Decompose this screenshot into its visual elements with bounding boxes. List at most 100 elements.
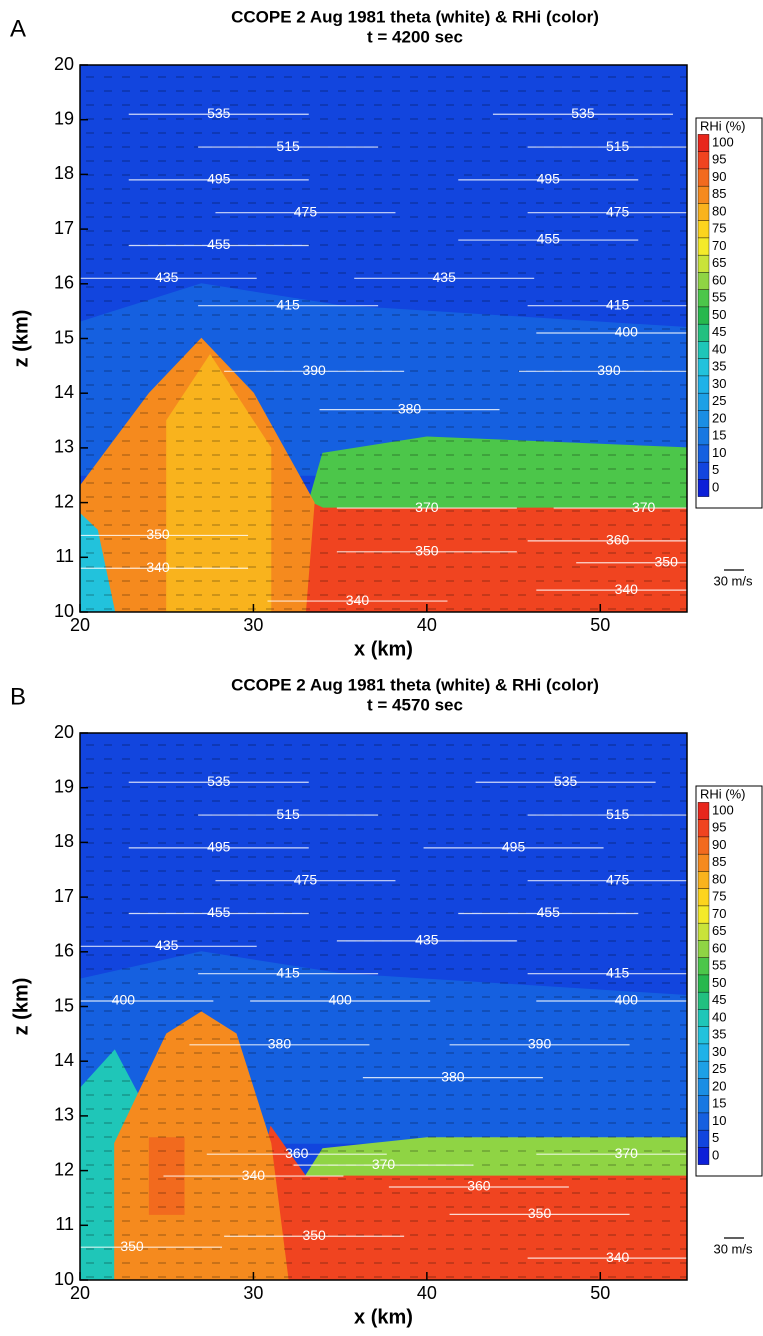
colorbar-swatch <box>697 836 710 855</box>
colorbar-swatch <box>697 1043 710 1062</box>
colorbar-label: 40 <box>712 1009 726 1024</box>
x-tick-label: 30 <box>243 615 263 635</box>
panel: A CCOPE 2 Aug 1981 theta (white) & RHi (c… <box>10 7 763 660</box>
colorbar-label: 80 <box>712 871 726 886</box>
colorbar-label: 35 <box>712 359 726 374</box>
theta-label: 495 <box>537 171 561 187</box>
colorbar-swatch <box>697 392 710 411</box>
y-tick-label: 20 <box>54 722 74 742</box>
colorbar-swatch <box>697 819 710 838</box>
colorbar-swatch <box>697 151 710 170</box>
colorbar-swatch <box>697 991 710 1010</box>
panel-label: A <box>10 15 26 42</box>
chart-title: CCOPE 2 Aug 1981 theta (white) & RHi (co… <box>231 7 599 26</box>
colorbar-swatch <box>697 957 710 976</box>
theta-label: 350 <box>120 1238 144 1254</box>
theta-label: 400 <box>112 992 136 1008</box>
colorbar-swatch <box>697 358 710 377</box>
theta-label: 350 <box>655 553 679 569</box>
theta-label: 400 <box>328 992 352 1008</box>
y-tick-label: 11 <box>55 1214 74 1234</box>
colorbar-swatch <box>697 323 710 342</box>
colorbar-swatch <box>697 1026 710 1045</box>
colorbar-label: 75 <box>712 221 726 236</box>
theta-label: 515 <box>606 806 630 822</box>
colorbar-swatch <box>697 168 710 187</box>
colorbar-swatch <box>697 802 710 820</box>
colorbar-title: RHi (%) <box>700 786 746 801</box>
theta-label: 400 <box>615 992 639 1008</box>
colorbar-label: 30 <box>712 376 726 391</box>
colorbar-label: 5 <box>712 1130 719 1145</box>
colorbar-label: 15 <box>712 1096 726 1111</box>
theta-label: 390 <box>302 362 326 378</box>
colorbar-swatch <box>697 220 710 239</box>
colorbar-swatch <box>697 940 710 958</box>
colorbar-label: 65 <box>712 923 726 938</box>
theta-label: 370 <box>615 1145 639 1161</box>
x-tick-label: 50 <box>590 1283 610 1303</box>
colorbar-label: 95 <box>712 820 726 835</box>
colorbar-label: 50 <box>712 975 726 990</box>
theta-label: 515 <box>276 806 300 822</box>
colorbar-swatch <box>697 461 710 480</box>
colorbar-swatch <box>697 203 710 221</box>
theta-label: 455 <box>537 904 561 920</box>
colorbar-swatch <box>697 974 710 993</box>
theta-label: 535 <box>554 773 578 789</box>
theta-label: 415 <box>606 964 630 980</box>
x-tick-label: 40 <box>417 1283 437 1303</box>
colorbar-swatch <box>697 1129 710 1148</box>
theta-label: 415 <box>276 296 300 312</box>
colorbar-label: 15 <box>712 428 726 443</box>
panel-label: B <box>10 683 26 710</box>
colorbar-swatch <box>697 905 710 924</box>
theta-label: 495 <box>502 839 526 855</box>
y-tick-label: 16 <box>54 941 74 961</box>
y-tick-label: 10 <box>54 1269 74 1289</box>
colorbar-swatch <box>697 1009 710 1027</box>
theta-label: 455 <box>207 236 231 252</box>
colorbar-label: 10 <box>712 445 726 460</box>
colorbar-label: 90 <box>712 169 726 184</box>
y-tick-label: 17 <box>54 218 74 238</box>
theta-label: 390 <box>597 362 621 378</box>
colorbar-swatch <box>697 341 710 359</box>
rhi-field: 535 515 495 475 455 435 415 390 380 535 515 495 475 4… <box>80 65 687 612</box>
colorbar-label: 100 <box>712 134 734 149</box>
y-tick-label: 18 <box>54 831 74 851</box>
theta-label: 455 <box>207 904 231 920</box>
theta-label: 380 <box>441 1068 465 1084</box>
theta-label: 340 <box>146 559 170 575</box>
theta-label: 535 <box>571 105 595 121</box>
rhi-region <box>80 512 116 612</box>
colorbar-swatch <box>697 289 710 308</box>
colorbar-title: RHi (%) <box>700 118 746 133</box>
y-tick-label: 16 <box>54 273 74 293</box>
colorbar-label: 90 <box>712 837 726 852</box>
colorbar-label: 50 <box>712 307 726 322</box>
colorbar-swatch <box>697 185 710 204</box>
chart-subtitle: t = 4200 sec <box>367 27 463 46</box>
vector-key: 30 m/s <box>713 573 753 588</box>
colorbar-label: 85 <box>712 186 726 201</box>
colorbar-swatch <box>697 871 710 889</box>
x-tick-label: 20 <box>70 1283 90 1303</box>
y-tick-label: 19 <box>54 776 74 796</box>
theta-label: 400 <box>615 324 639 340</box>
theta-label: 360 <box>606 532 630 548</box>
x-tick-label: 20 <box>70 615 90 635</box>
colorbar-swatch <box>697 444 710 463</box>
colorbar-label: 75 <box>712 889 726 904</box>
x-axis-label: x (km) <box>354 1306 413 1328</box>
y-tick-label: 17 <box>54 886 74 906</box>
colorbar-label: 10 <box>712 1113 726 1128</box>
theta-label: 455 <box>537 231 561 247</box>
theta-label: 475 <box>294 203 318 219</box>
y-tick-label: 15 <box>54 995 74 1015</box>
y-tick-label: 15 <box>54 327 74 347</box>
colorbar-swatch <box>697 888 710 907</box>
colorbar-label: 55 <box>712 958 726 973</box>
colorbar-label: 60 <box>712 272 726 287</box>
colorbar-swatch <box>697 375 710 394</box>
